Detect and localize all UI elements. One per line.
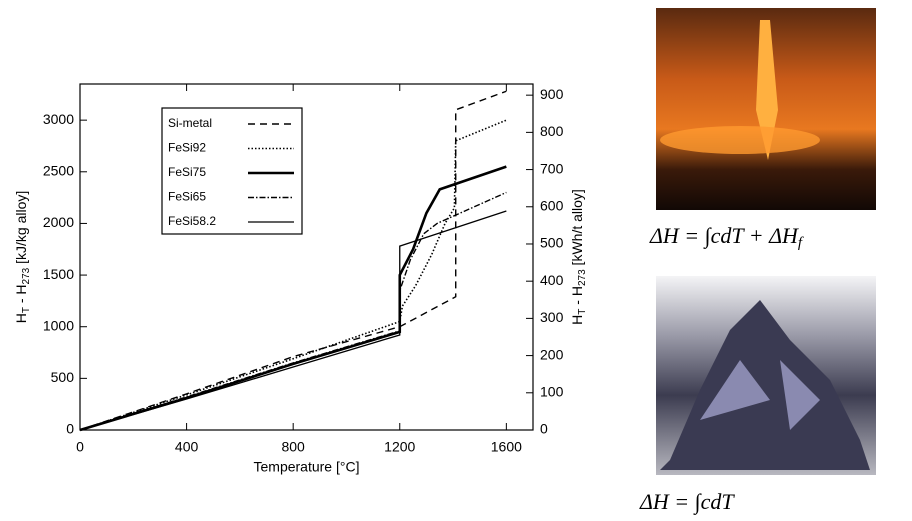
y-tick-label: 0: [66, 421, 74, 437]
equation: ΔH = ∫cdT + ΔHf: [649, 223, 804, 251]
y-axis-label: HT - H273 [kJ/kg alloy]: [13, 191, 32, 324]
y2-axis-label-part: [kWh/t alloy]: [569, 189, 585, 269]
x-tick-label: 1200: [384, 439, 415, 455]
y2-tick-label: 700: [540, 160, 564, 176]
x-tick-label: 400: [175, 439, 199, 455]
legend-label: FeSi65: [168, 190, 206, 204]
furnace-photo: [656, 8, 876, 210]
equation: ΔH = ∫cdT: [639, 489, 735, 515]
y2-tick-label: 800: [540, 123, 564, 139]
y2-tick-label: 200: [540, 346, 564, 362]
y2-axis-label: HT - H273 [kWh/t alloy]: [569, 189, 588, 325]
legend-label: FeSi58.2: [168, 214, 216, 228]
silicon-photo: [656, 276, 876, 475]
y2-tick-label: 500: [540, 235, 564, 251]
legend-box: [161, 107, 303, 235]
y-tick-label: 3000: [43, 111, 74, 127]
y2-tick-label: 900: [540, 86, 564, 102]
plot-frame: [79, 83, 534, 431]
y-tick-label: 1500: [43, 266, 74, 282]
series-line: [79, 210, 507, 431]
y-axis-label-part: [kJ/kg alloy]: [13, 191, 29, 268]
y2-tick-label: 0: [540, 421, 548, 437]
legend-label: FeSi92: [168, 141, 206, 155]
y-tick-label: 1000: [43, 317, 74, 333]
y2-tick-label: 400: [540, 272, 564, 288]
y2-tick-label: 600: [540, 197, 564, 213]
y2-tick-label: 100: [540, 383, 564, 399]
y-axis-label-part: H: [13, 313, 29, 323]
y-axis-label-part: 273: [21, 267, 32, 284]
x-tick-label: 1600: [491, 439, 522, 455]
chart: 0 400 800 1200 1600 0 500 1000 1500 2000 2500 3000 0…: [13, 83, 588, 475]
y-tick-label: 500: [51, 369, 75, 385]
legend-label: FeSi75: [168, 165, 206, 179]
y2-tick-label: 300: [540, 309, 564, 325]
y2-axis-label-part: T: [577, 309, 588, 315]
y-tick-label: 2500: [43, 162, 74, 178]
x-axis-label: Temperature [°C]: [254, 459, 360, 475]
legend-label: Si-metal: [168, 116, 212, 130]
y2-axis-label-part: - H: [569, 286, 585, 309]
y-tick-label: 2000: [43, 214, 74, 230]
y2-axis-label-part: 273: [577, 269, 588, 286]
x-tick-label: 0: [76, 439, 84, 455]
y-axis-label-part: T: [21, 307, 32, 313]
x-tick-label: 800: [281, 439, 305, 455]
y2-axis-label-part: H: [569, 315, 585, 325]
y-axis-label-part: - H: [13, 284, 29, 307]
